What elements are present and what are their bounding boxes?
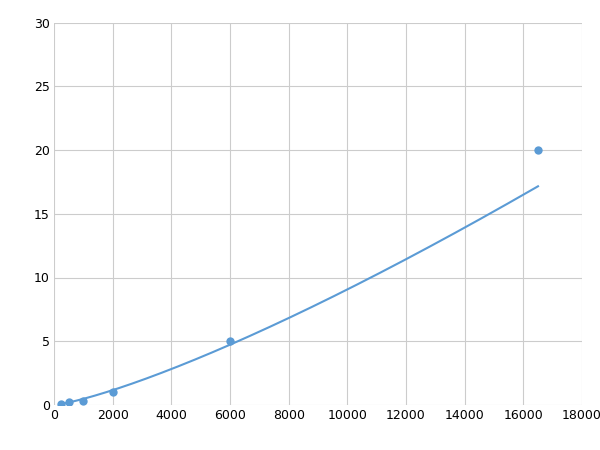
Point: [108, 389, 118, 396]
Point: [225, 338, 235, 345]
Point: [533, 146, 543, 153]
Point: [56, 400, 66, 407]
Point: [64, 398, 73, 405]
Point: [79, 398, 88, 405]
